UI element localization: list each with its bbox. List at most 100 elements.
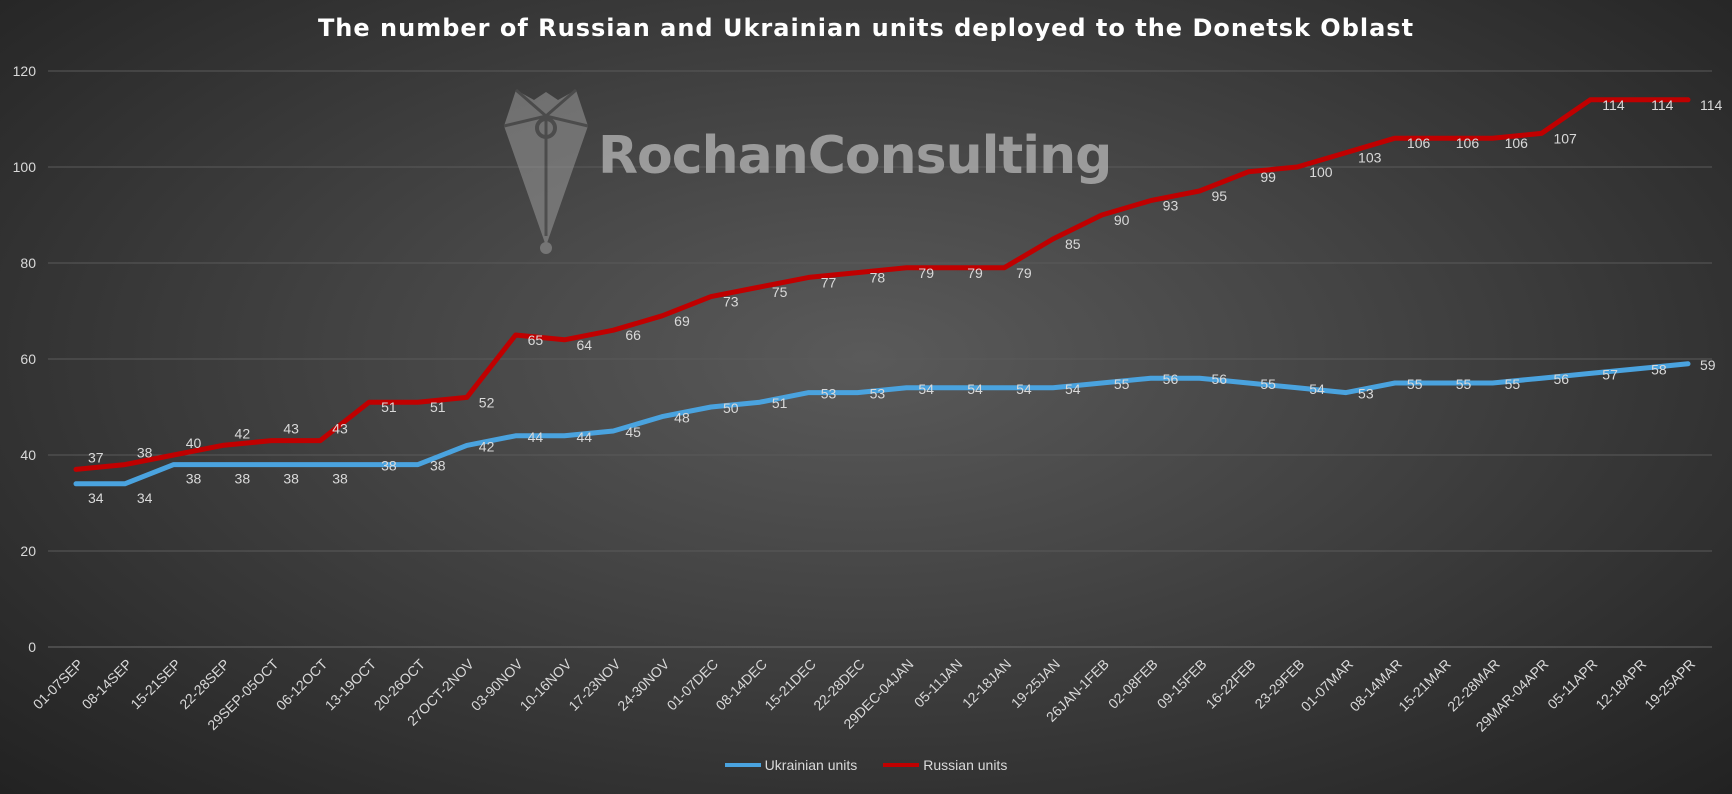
data-label: 40: [186, 435, 202, 451]
data-label: 73: [723, 294, 739, 310]
x-tick-label: 19-25APR: [1641, 656, 1698, 713]
legend-item-ukrainian: Ukrainian units: [724, 757, 858, 773]
data-label: 54: [1309, 381, 1325, 397]
x-tick-label: 13-19OCT: [322, 655, 380, 713]
x-tick-label: 06-12OCT: [273, 655, 331, 713]
y-tick-label: 60: [20, 351, 36, 367]
data-label: 107: [1553, 130, 1577, 146]
data-label: 79: [967, 265, 983, 281]
x-tick-label: 01-07MAR: [1298, 656, 1357, 715]
data-label: 45: [625, 424, 641, 440]
data-label: 38: [381, 458, 397, 474]
data-label: 51: [430, 399, 446, 415]
data-label: 44: [528, 429, 544, 445]
data-label: 93: [1163, 198, 1179, 214]
data-label: 100: [1309, 164, 1333, 180]
x-tick-label: 12-18APR: [1592, 656, 1649, 713]
data-label: 77: [821, 274, 837, 290]
data-label: 95: [1212, 188, 1228, 204]
data-label: 43: [332, 421, 348, 437]
data-label: 55: [1505, 376, 1521, 392]
data-label: 64: [576, 337, 592, 353]
data-label: 44: [576, 429, 592, 445]
y-tick-label: 20: [20, 543, 36, 559]
x-tick-label: 15-21MAR: [1395, 656, 1454, 715]
data-label: 51: [772, 395, 788, 411]
data-label: 38: [235, 471, 251, 487]
x-tick-label: 02-08FEB: [1105, 656, 1161, 712]
legend-swatch-ukrainian: [724, 763, 761, 767]
x-tick-label: 08-14DEC: [712, 656, 770, 714]
data-label: 114: [1651, 97, 1674, 113]
data-label: 34: [88, 490, 104, 506]
data-label: 106: [1505, 135, 1529, 151]
data-label: 58: [1651, 362, 1667, 378]
data-label: 54: [918, 381, 934, 397]
x-tick-label: 01-07DEC: [664, 656, 722, 714]
data-label: 79: [1016, 265, 1032, 281]
watermark-text: RochanConsulting: [598, 126, 1112, 186]
y-tick-label: 80: [20, 255, 36, 271]
legend-label: Ukrainian units: [764, 757, 858, 773]
data-label: 114: [1700, 97, 1723, 113]
x-tick-label: 05-11JAN: [911, 656, 966, 711]
data-label: 114: [1602, 97, 1625, 113]
x-tick-label: 17-23NOV: [565, 655, 624, 714]
data-label: 55: [1456, 376, 1472, 392]
data-label: 48: [674, 410, 690, 426]
series-line-ukrainian: [73, 361, 1691, 487]
data-label: 34: [137, 490, 153, 506]
x-tick-label: 10-16NOV: [517, 655, 576, 714]
data-label: 51: [381, 399, 397, 415]
data-label: 56: [1163, 371, 1179, 387]
data-label: 38: [332, 471, 348, 487]
x-tick-label: 15-21SEP: [127, 656, 183, 712]
data-label: 55: [1407, 376, 1423, 392]
rochan-logo: [496, 86, 596, 260]
data-label: 56: [1553, 371, 1569, 387]
legend-label: Russian units: [923, 757, 1008, 773]
x-tick-label: 15-21DEC: [761, 656, 819, 714]
x-tick-label: 09-15FEB: [1154, 656, 1210, 712]
data-label: 103: [1358, 150, 1382, 166]
x-tick-label: 01-07SEP: [30, 656, 86, 712]
data-label: 38: [137, 445, 153, 461]
chart-title: The number of Russian and Ukrainian unit…: [317, 14, 1415, 42]
data-label: 69: [674, 313, 690, 329]
y-tick-label: 100: [13, 159, 37, 175]
data-label: 38: [283, 471, 299, 487]
data-label: 79: [918, 265, 934, 281]
data-label: 53: [1358, 386, 1374, 402]
y-tick-label: 0: [28, 639, 36, 655]
series-lines: [73, 97, 1691, 487]
data-label: 99: [1260, 169, 1276, 185]
data-label: 53: [870, 386, 886, 402]
x-tick-label: 16-22FEB: [1203, 656, 1259, 712]
data-label: 106: [1407, 135, 1431, 151]
data-label: 85: [1065, 236, 1081, 252]
data-label: 38: [186, 471, 202, 487]
data-label: 65: [528, 332, 544, 348]
series-line-russian: [73, 97, 1691, 472]
data-label: 54: [1065, 381, 1081, 397]
x-tick-label: 08-14MAR: [1346, 656, 1405, 715]
x-tick-label: 05-11APR: [1544, 656, 1600, 712]
x-tick-label: 12-18JAN: [959, 656, 1014, 711]
data-label: 59: [1700, 357, 1716, 373]
y-tick-label: 120: [13, 63, 37, 79]
data-label: 57: [1602, 366, 1618, 382]
data-label: 53: [821, 386, 837, 402]
data-label: 90: [1114, 212, 1130, 228]
data-label: 66: [625, 327, 641, 343]
data-label: 106: [1456, 135, 1480, 151]
data-label: 42: [479, 438, 495, 454]
legend-swatch-russian: [883, 763, 920, 767]
x-tick-label: 08-14SEP: [79, 656, 135, 712]
data-label: 52: [479, 394, 495, 410]
data-label: 42: [235, 425, 251, 441]
legend-item-russian: Russian units: [883, 757, 1007, 773]
data-label: 38: [430, 458, 446, 474]
data-label: 54: [1016, 381, 1032, 397]
data-label: 55: [1114, 376, 1130, 392]
data-label: 50: [723, 400, 739, 416]
